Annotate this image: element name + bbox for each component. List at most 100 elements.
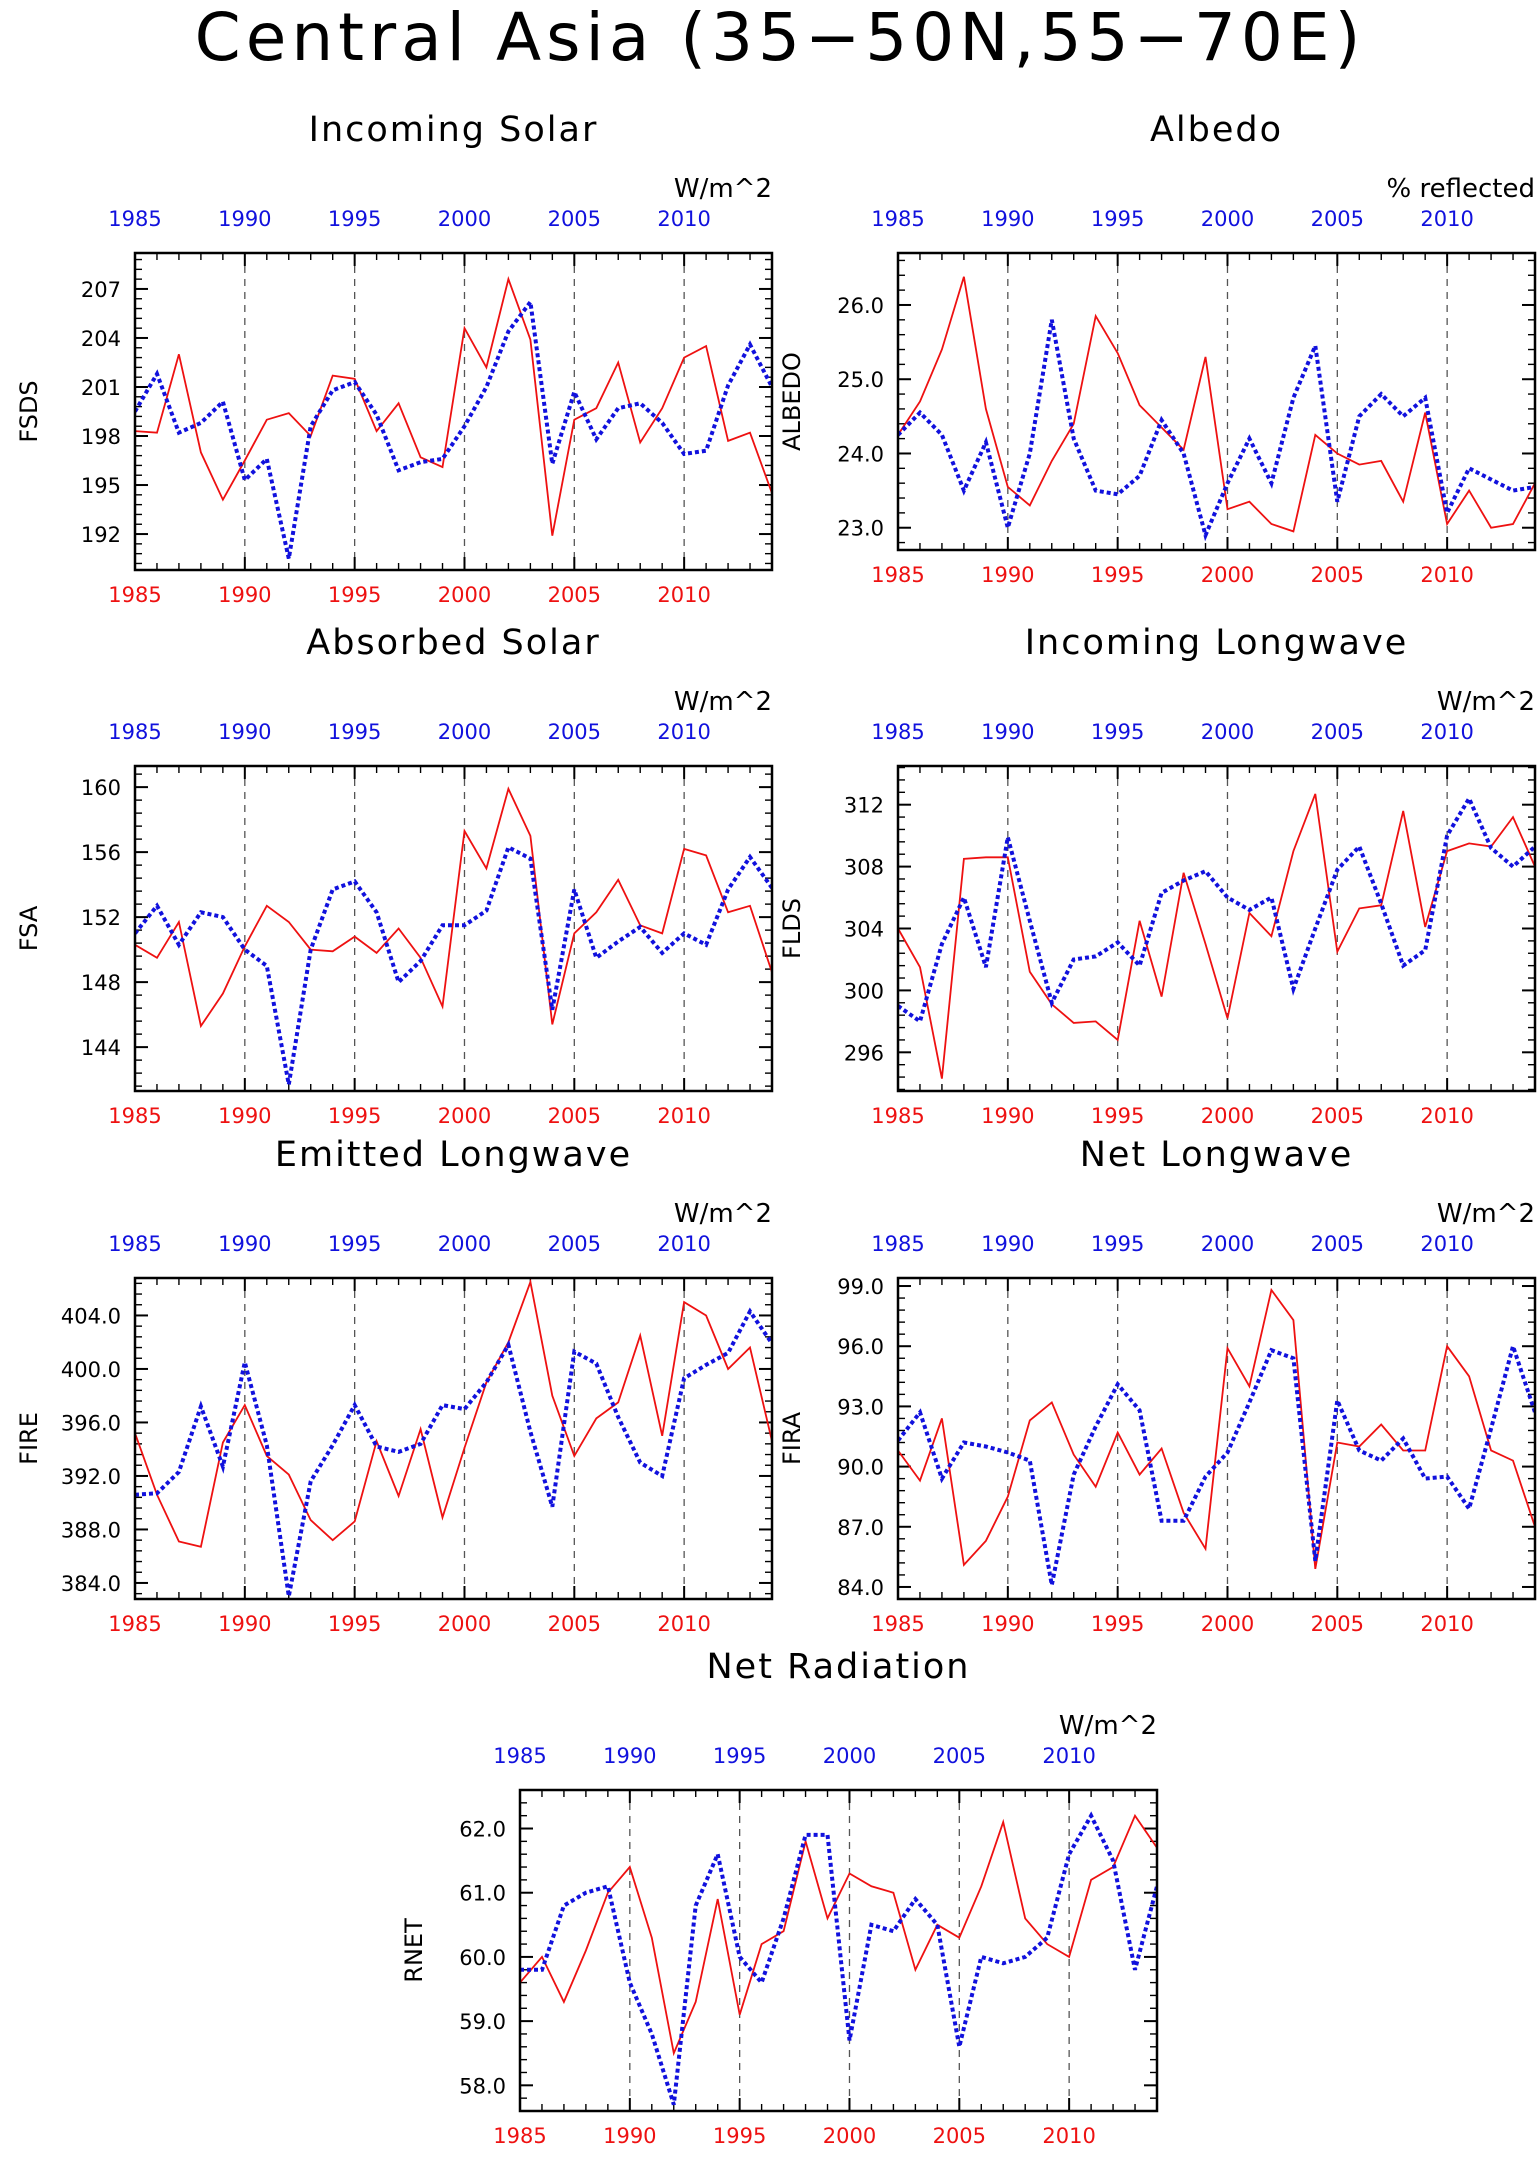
y-tick-label: 60.0 [459, 1946, 506, 1970]
x-tick-label-bottom: 2010 [657, 583, 710, 607]
series-line-dotted [135, 296, 772, 560]
x-tick-label-top: 2010 [657, 720, 710, 744]
series-line-solid [520, 1813, 1157, 2057]
plot-frame [133, 764, 774, 1093]
x-tick-label-bottom: 2010 [1420, 563, 1473, 587]
x-tick-label-bottom: 1985 [108, 1612, 161, 1636]
x-tick-label-bottom: 2000 [438, 1104, 491, 1128]
chart-title: Incoming Longwave [1025, 623, 1409, 663]
series-line-dotted [898, 1339, 1535, 1586]
x-tick-label-top: 2005 [548, 207, 601, 231]
x-tick-label-top: 2000 [438, 1232, 491, 1256]
chart-panel-5: Emitted Longwave W/m^2 FIRE 384.0 388.0 392.0… [15, 1135, 774, 1636]
x-tick-label-bottom: 1985 [871, 563, 924, 587]
plot-frame [896, 251, 1537, 552]
x-tick-label-top: 2010 [1420, 207, 1473, 231]
series-line-dotted [520, 1811, 1157, 2106]
y-tick-label: 87.0 [837, 1516, 884, 1540]
chart-title: Net Longwave [1080, 1135, 1354, 1175]
x-tick-label-top: 1985 [871, 207, 924, 231]
x-tick-label-bottom: 1995 [1091, 1612, 1144, 1636]
x-tick-label-top: 1985 [108, 207, 161, 231]
x-tick-label-bottom: 2010 [657, 1612, 710, 1636]
x-tick-label-top: 2010 [1042, 1744, 1095, 1768]
x-tick-label-top: 1990 [218, 1232, 271, 1256]
x-tick-label-bottom: 1990 [218, 1612, 271, 1636]
chart-panel-4: Incoming Longwave W/m^2 FLDS 296 300 304 308 31… [778, 623, 1537, 1128]
x-tick-label-top: 2000 [1201, 207, 1254, 231]
x-tick-label-bottom: 1995 [328, 583, 381, 607]
series-line-dotted [898, 319, 1535, 542]
y-tick-label: 96.0 [837, 1335, 884, 1359]
y-tick-label: 59.0 [459, 2010, 506, 2034]
unit-label: % reflected [1387, 174, 1535, 204]
x-tick-label-bottom: 1985 [108, 1104, 161, 1128]
x-tick-label-bottom: 2010 [1420, 1104, 1473, 1128]
y-tick-label: 93.0 [837, 1395, 884, 1419]
series-line-solid [898, 276, 1535, 533]
series-line-dotted [898, 794, 1535, 1025]
x-tick-label-top: 2005 [1311, 207, 1364, 231]
x-tick-label-top: 1995 [1091, 207, 1144, 231]
unit-label: W/m^2 [674, 687, 772, 717]
y-tick-label: 25.0 [837, 368, 884, 392]
y-tick-label: 152 [81, 906, 121, 930]
y-tick-label: 90.0 [837, 1456, 884, 1480]
x-tick-label-bottom: 2005 [548, 1612, 601, 1636]
y-axis-label: FSDS [15, 380, 43, 442]
chart-panel-1: Incoming Solar W/m^2 FSDS 192 195 198 201 204 20… [15, 110, 774, 607]
x-tick-label-bottom: 2000 [438, 1612, 491, 1636]
y-tick-label: 312 [844, 794, 884, 818]
y-tick-label: 195 [81, 474, 121, 498]
y-axis-label: FIRA [778, 1411, 806, 1465]
y-tick-label: 26.0 [837, 294, 884, 318]
x-tick-label-bottom: 2000 [823, 2124, 876, 2148]
x-tick-label-top: 1995 [1091, 1232, 1144, 1256]
x-tick-label-bottom: 1990 [603, 2124, 656, 2148]
y-tick-label: 204 [81, 327, 121, 351]
x-tick-label-top: 2000 [1201, 1232, 1254, 1256]
series-line-dotted [135, 1307, 772, 1597]
x-tick-label-top: 1990 [981, 207, 1034, 231]
y-tick-label: 192 [81, 523, 121, 547]
chart-panels: Incoming Solar W/m^2 FSDS 192 195 198 201 204 20… [15, 110, 1537, 2148]
x-tick-label-bottom: 1995 [328, 1104, 381, 1128]
chart-panel-7: Net Radiation W/m^2 RNET 58.0 59.0 60.0 61.0 62… [400, 1647, 1159, 2148]
x-tick-label-bottom: 2010 [1420, 1612, 1473, 1636]
y-tick-label: 198 [81, 425, 121, 449]
x-tick-label-top: 1985 [493, 1744, 546, 1768]
y-tick-label: 84.0 [837, 1576, 884, 1600]
series-line-solid [135, 1278, 772, 1548]
chart-panel-6: Net Longwave W/m^2 FIRA 84.0 87.0 90.0 93.0 96.… [778, 1135, 1537, 1636]
y-tick-label: 144 [81, 1036, 121, 1060]
y-tick-label: 388.0 [61, 1518, 121, 1542]
x-tick-label-top: 2010 [657, 207, 710, 231]
x-tick-label-bottom: 2005 [1311, 1104, 1364, 1128]
x-tick-label-top: 2010 [657, 1232, 710, 1256]
y-tick-label: 296 [844, 1041, 884, 1065]
x-tick-label-bottom: 1990 [981, 563, 1034, 587]
plot-frame [896, 1276, 1537, 1601]
x-tick-label-top: 1990 [981, 720, 1034, 744]
chart-title: Albedo [1150, 110, 1283, 150]
x-tick-label-top: 1995 [328, 720, 381, 744]
plot-frame [896, 764, 1537, 1093]
x-tick-label-bottom: 1985 [493, 2124, 546, 2148]
chart-title: Incoming Solar [309, 110, 599, 150]
unit-label: W/m^2 [1437, 687, 1535, 717]
chart-title: Absorbed Solar [306, 623, 600, 663]
x-tick-label-bottom: 1990 [981, 1612, 1034, 1636]
y-tick-label: 384.0 [61, 1572, 121, 1596]
x-tick-label-bottom: 2005 [548, 583, 601, 607]
x-tick-label-bottom: 1995 [713, 2124, 766, 2148]
plot-frame [133, 251, 774, 572]
series-line-solid [898, 1287, 1535, 1570]
x-tick-label-top: 1995 [713, 1744, 766, 1768]
y-axis-label: ALBEDO [778, 352, 806, 451]
chart-title: Emitted Longwave [275, 1135, 632, 1175]
x-tick-label-top: 1990 [218, 207, 271, 231]
series-line-dotted [135, 844, 772, 1085]
plot-frame [133, 1276, 774, 1601]
y-tick-label: 61.0 [459, 1882, 506, 1906]
